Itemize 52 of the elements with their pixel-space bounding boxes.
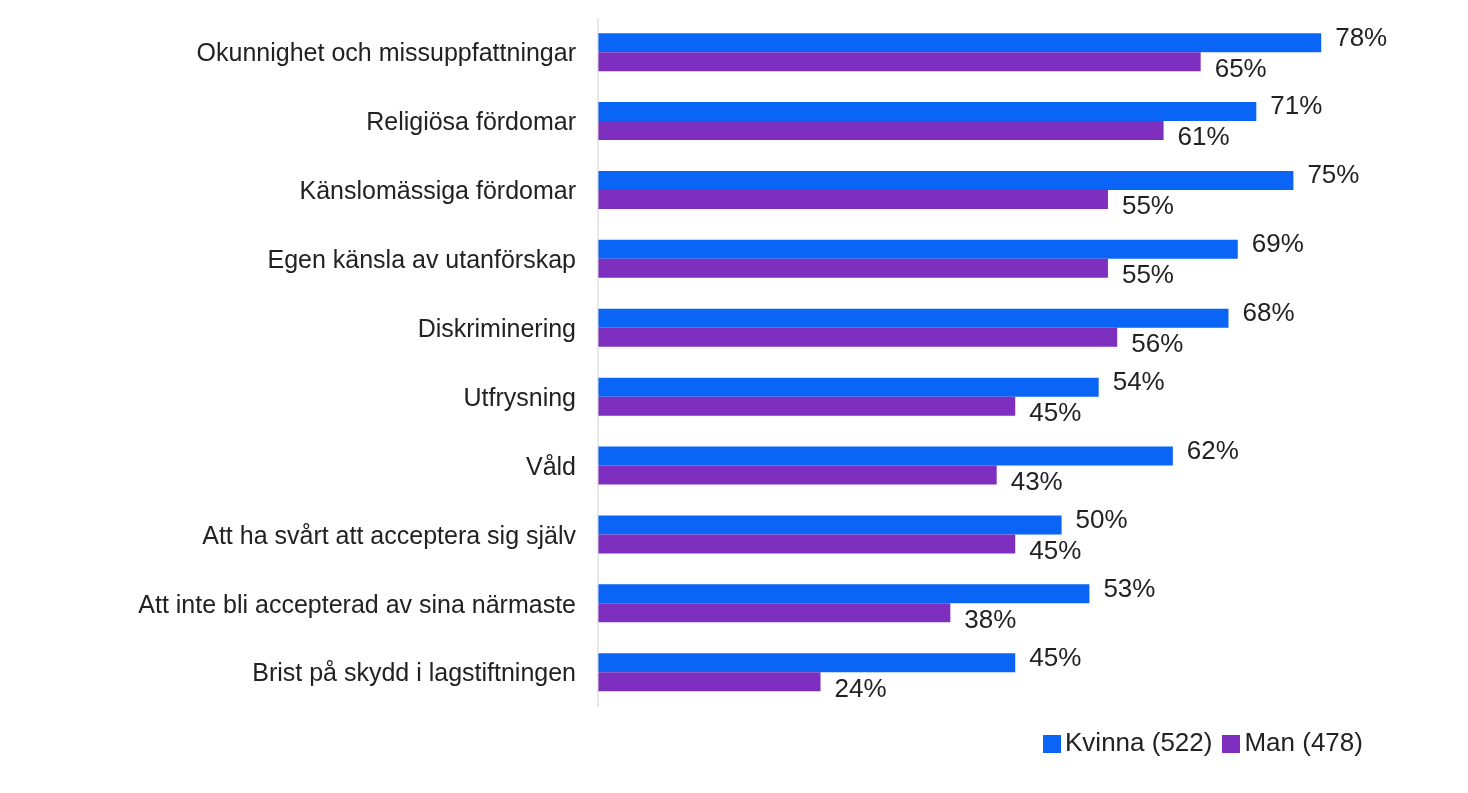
data-label: 71% (1270, 90, 1323, 121)
y-tick-label: Diskriminering (417, 313, 576, 342)
bar (598, 258, 1108, 278)
bar (598, 52, 1201, 72)
bar (598, 308, 1229, 328)
bar (598, 327, 1118, 347)
bar (598, 515, 1062, 535)
bar (598, 603, 951, 623)
legend-label: Kvinna (522) (1065, 727, 1213, 757)
bar (598, 584, 1090, 604)
data-label: 69% (1251, 228, 1304, 259)
data-label: 24% (834, 672, 887, 703)
data-label: 43% (1010, 465, 1063, 496)
bar (598, 239, 1238, 259)
data-label: 55% (1121, 259, 1175, 290)
bar (598, 377, 1099, 397)
y-tick-label: Att ha svårt att acceptera sig själv (202, 520, 577, 549)
y-tick-label: Religiösa fördomar (366, 107, 576, 136)
bar (598, 121, 1164, 141)
y-tick-label: Känslomässiga fördomar (299, 176, 576, 205)
y-tick-label: Våld (525, 451, 576, 480)
data-label: 68% (1242, 297, 1295, 328)
data-label: 54% (1112, 366, 1165, 397)
data-label: 45% (1029, 397, 1082, 428)
data-label: 45% (1029, 641, 1082, 672)
data-label: 61% (1177, 121, 1230, 152)
data-label: 38% (964, 603, 1017, 634)
y-tick-label: Att inte bli accepterad av sina närmaste (138, 589, 576, 618)
bar (598, 396, 1016, 416)
data-label: 45% (1029, 534, 1082, 565)
data-label: 55% (1121, 190, 1175, 221)
bar (598, 189, 1108, 209)
data-label: 53% (1103, 572, 1156, 603)
bar (598, 446, 1173, 466)
bar (598, 653, 1016, 673)
legend-label: Man (478) (1244, 727, 1363, 757)
bar (598, 102, 1257, 122)
data-label: 56% (1131, 328, 1184, 359)
data-label: 75% (1307, 159, 1360, 190)
y-tick-label: Brist på skydd i lagstiftningen (252, 658, 576, 687)
bar (598, 170, 1294, 190)
y-tick-label: Egen känsla av utanförskap (267, 245, 576, 274)
bar (598, 465, 997, 485)
y-tick-label: Okunnighet och missuppfattningar (196, 38, 576, 67)
data-label: 65% (1214, 52, 1267, 83)
data-label: 78% (1335, 21, 1388, 52)
bar (598, 534, 1016, 554)
data-label: 50% (1075, 503, 1128, 534)
data-label: 62% (1186, 434, 1239, 465)
bar (598, 33, 1322, 53)
bar (598, 672, 821, 692)
y-tick-label: Utfrysning (463, 382, 576, 411)
